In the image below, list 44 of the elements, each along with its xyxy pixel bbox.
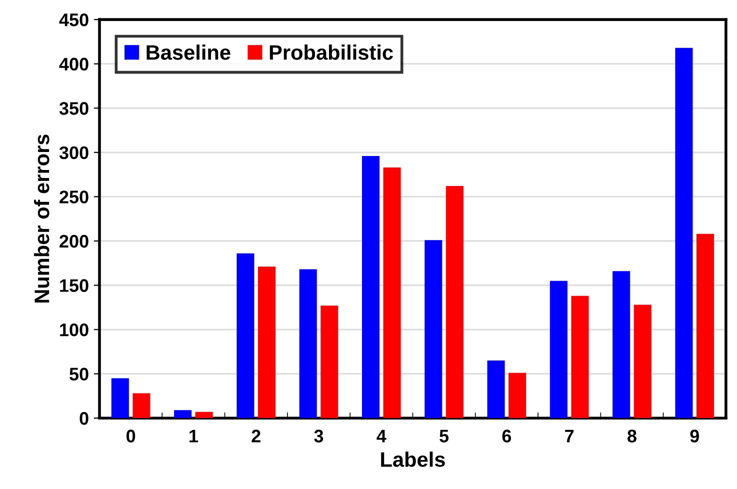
x-tick-label: 9 <box>690 430 699 442</box>
bar <box>634 304 652 418</box>
y-axis-title: Number of errors <box>34 134 50 303</box>
x-tick-label: 4 <box>376 430 386 442</box>
bar <box>424 240 442 418</box>
bar <box>612 271 630 418</box>
x-tick-label: 1 <box>190 430 198 442</box>
x-tick-label: 7 <box>565 430 574 442</box>
x-tick-label: 5 <box>440 430 449 442</box>
legend-label: Baseline <box>146 44 230 60</box>
y-tick-label: 0 <box>80 412 88 425</box>
y-tick-label: 250 <box>60 190 88 204</box>
x-axis-title: Labels <box>381 452 445 467</box>
bar <box>487 360 505 418</box>
x-tick-label: 3 <box>314 430 324 442</box>
bar <box>174 410 192 418</box>
bar <box>696 234 714 418</box>
bar <box>383 167 401 418</box>
x-tick-label: 8 <box>628 430 636 442</box>
bar <box>132 393 150 418</box>
y-tick-label: 200 <box>60 234 88 248</box>
bar <box>362 156 380 418</box>
y-tick-label: 350 <box>59 102 88 115</box>
bar <box>195 412 213 418</box>
bar <box>320 306 338 418</box>
bar <box>508 372 526 418</box>
bar <box>550 280 568 418</box>
bar <box>571 296 589 418</box>
bar <box>675 48 693 418</box>
bar <box>446 186 464 418</box>
x-tick-label: 2 <box>252 430 260 442</box>
bar <box>236 253 254 418</box>
y-tick-label: 400 <box>59 58 88 71</box>
y-tick-label: 450 <box>59 13 88 26</box>
x-tick-label: 6 <box>502 430 512 442</box>
x-tick-label: 0 <box>126 430 136 442</box>
bar <box>111 378 129 418</box>
y-tick-label: 150 <box>60 279 88 292</box>
bar <box>258 266 276 418</box>
y-tick-label: 50 <box>70 368 88 381</box>
y-tick-label: 300 <box>59 146 88 160</box>
bar <box>299 269 317 418</box>
legend-label: Probabilistic <box>270 44 393 60</box>
y-tick-label: 100 <box>60 323 88 336</box>
